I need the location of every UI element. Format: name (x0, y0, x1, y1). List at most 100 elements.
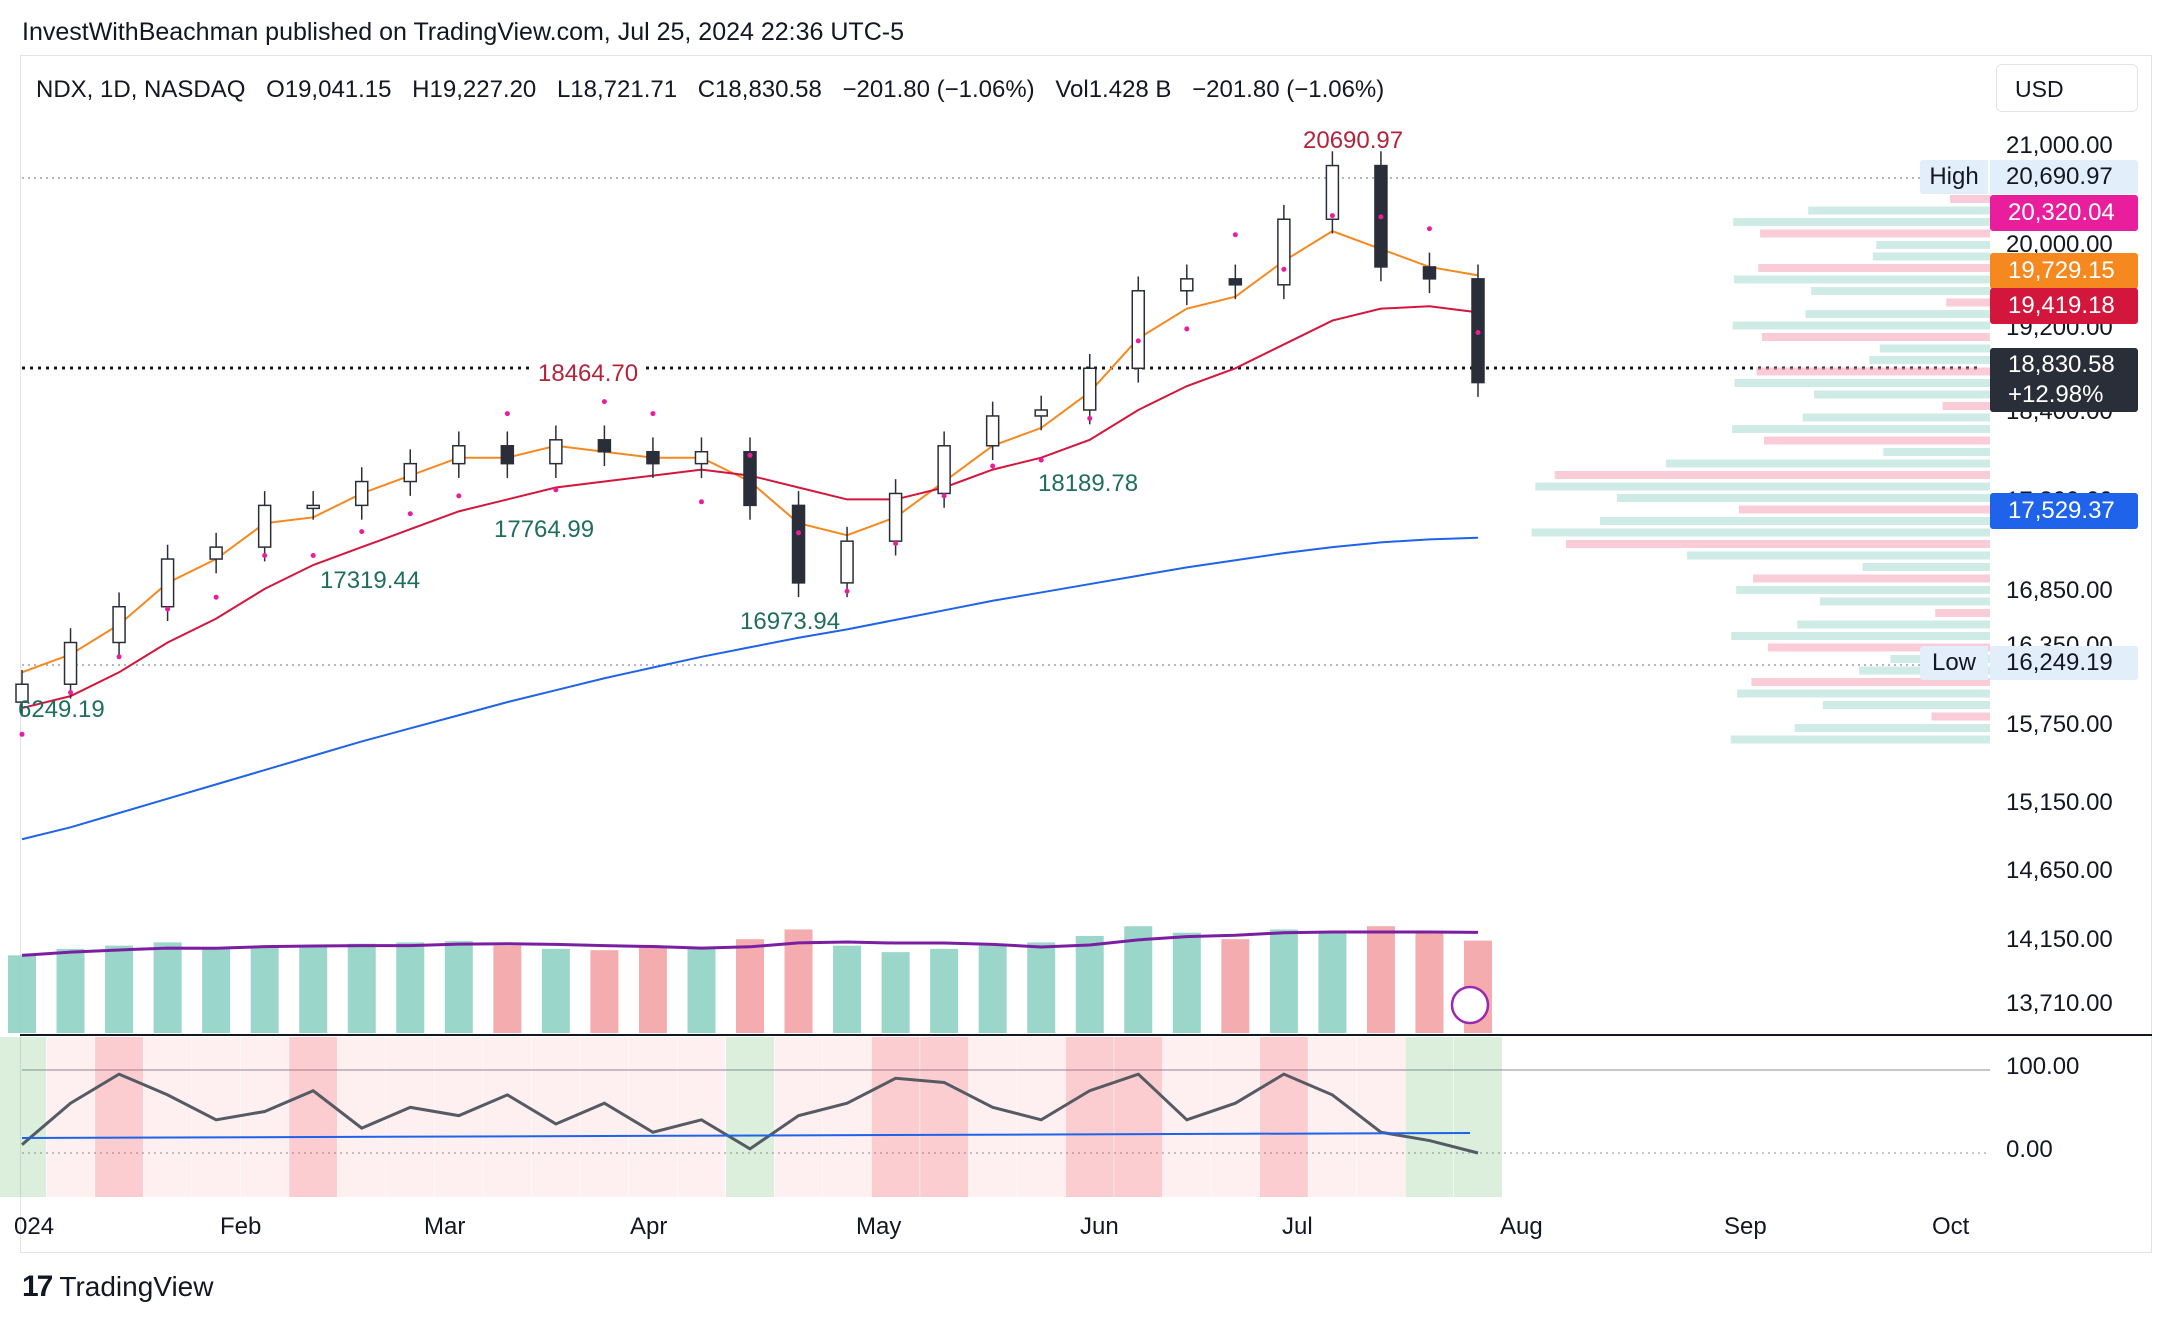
psar-dot (796, 530, 802, 536)
volume-bar (638, 946, 667, 1033)
psar-dot (747, 452, 753, 458)
candle-body (888, 492, 903, 542)
volume-profile-bar (1733, 275, 1990, 284)
volume-bar (930, 948, 959, 1033)
time-label: Oct (1932, 1213, 1970, 1240)
last-price-value: 18,830.58 (2008, 351, 2115, 378)
ema-fast-badge: 19,729.15 (1990, 253, 2138, 289)
volume-profile-bar (1805, 310, 1990, 318)
volume-profile-bar (1734, 379, 1990, 387)
price-label: 21,000.00 (2006, 132, 2113, 159)
volume-bar (1221, 939, 1250, 1033)
oscillator-zone (823, 1037, 872, 1197)
volume-bar (881, 952, 910, 1033)
candle-body (160, 558, 175, 608)
low-tag: Low (1920, 646, 1988, 680)
tradingview-brand: TradingView (59, 1271, 214, 1302)
candle-body (354, 480, 369, 507)
oscillator-zone (1259, 1037, 1308, 1197)
time-label: Mar (424, 1213, 466, 1240)
psar-dot (262, 552, 268, 558)
volume-bar (444, 941, 473, 1033)
candle-body (1228, 278, 1243, 286)
sma-long-badge: 17,529.37 (1990, 493, 2138, 529)
volume-profile-bar (1732, 425, 1990, 433)
candle-body (743, 450, 757, 507)
volume-profile-bar (1767, 643, 1990, 652)
symbol-label[interactable]: NDX, 1D, NASDAQ (36, 76, 246, 103)
oscillator-zone (580, 1037, 629, 1197)
psar-dot (1038, 457, 1044, 463)
annotation-pivot-low: 18189.78 (1038, 470, 1139, 497)
psar-dot (1378, 214, 1384, 220)
high-value-tag: 20,690.97 (1990, 160, 2138, 194)
psar-badge: 20,320.04 (1990, 195, 2138, 231)
oscillator-zone (920, 1037, 969, 1197)
candle-body (209, 546, 223, 560)
volume-bar (736, 939, 764, 1033)
tradingview-logo-icon: 17 (22, 1270, 53, 1303)
candle-body (694, 450, 709, 465)
psar-dot (844, 588, 850, 594)
volume-profile-bar (1942, 402, 1990, 410)
psar-dot (456, 493, 462, 499)
tradingview-footer[interactable]: 17 TradingView (22, 1270, 213, 1304)
volume-profile-bar (1756, 367, 1990, 376)
volume-profile-bar (1808, 206, 1990, 215)
currency-selector[interactable]: USD (1996, 64, 2138, 112)
candle-body (597, 439, 612, 453)
volume-bar (1027, 942, 1056, 1033)
volume-profile-bar (1565, 540, 1990, 548)
oscillator-zone (1454, 1037, 1502, 1197)
psar-dot (893, 541, 899, 547)
oscillator-zone (386, 1037, 435, 1197)
time-label: Apr (630, 1213, 668, 1240)
oscillator-zone (677, 1037, 726, 1197)
annotation-pivot-low: 17764.99 (494, 516, 595, 543)
last-price-badge: 18,830.58 +12.98% (1990, 348, 2138, 412)
volume-bar (250, 947, 279, 1033)
psar-dot (650, 411, 656, 417)
oscillator-zone (968, 1037, 1017, 1197)
oscillator-zone (1211, 1037, 1260, 1197)
candle-body (1034, 409, 1048, 417)
candle-body (63, 641, 78, 685)
psar-dot (1135, 338, 1141, 344)
oscillator-zone (143, 1037, 192, 1197)
annotation-pivot-low: 16973.94 (740, 608, 841, 635)
candle-body (1422, 266, 1437, 280)
candle-body (1277, 218, 1291, 286)
oscillator-zone (726, 1037, 774, 1197)
volume-bar (56, 948, 85, 1033)
change-value: −201.80 (−1.06%) (842, 76, 1035, 103)
volume-profile-bar (1819, 597, 1990, 606)
price-label: 15,150.00 (2006, 789, 2113, 816)
volume-profile-bar (1883, 448, 1990, 456)
price-label: 14,150.00 (2006, 926, 2113, 953)
oscillator-label: 100.00 (2006, 1053, 2080, 1080)
candle-body (1325, 164, 1340, 220)
high-value: H19,227.20 (412, 76, 537, 103)
volume-bar (1124, 926, 1153, 1033)
annotation-high: 20690.97 (1303, 127, 1404, 154)
volume-change-value: −201.80 (−1.06%) (1192, 76, 1385, 103)
close-value: C18,830.58 (697, 76, 822, 103)
volume-bar (105, 945, 134, 1033)
volume-bar (299, 945, 328, 1033)
psar-dot (407, 511, 413, 517)
volume-profile-bar (1946, 298, 1990, 307)
candle-body (840, 540, 854, 584)
volume-profile-bar (1763, 436, 1990, 445)
open-value: O19,041.15 (266, 76, 392, 103)
volume-bar (978, 945, 1007, 1033)
ema-mid-badge: 19,419.18 (1990, 288, 2138, 324)
volume-profile-bar (1872, 252, 1990, 261)
volume-value: Vol1.428 B (1055, 76, 1172, 103)
oscillator-zone (95, 1037, 144, 1197)
oscillator-zone (1162, 1037, 1211, 1197)
time-label: 024 (14, 1213, 55, 1240)
psar-dot (698, 499, 704, 505)
volume-profile-bar (1535, 482, 1990, 491)
low-value-tag: 16,249.19 (1990, 646, 2138, 680)
